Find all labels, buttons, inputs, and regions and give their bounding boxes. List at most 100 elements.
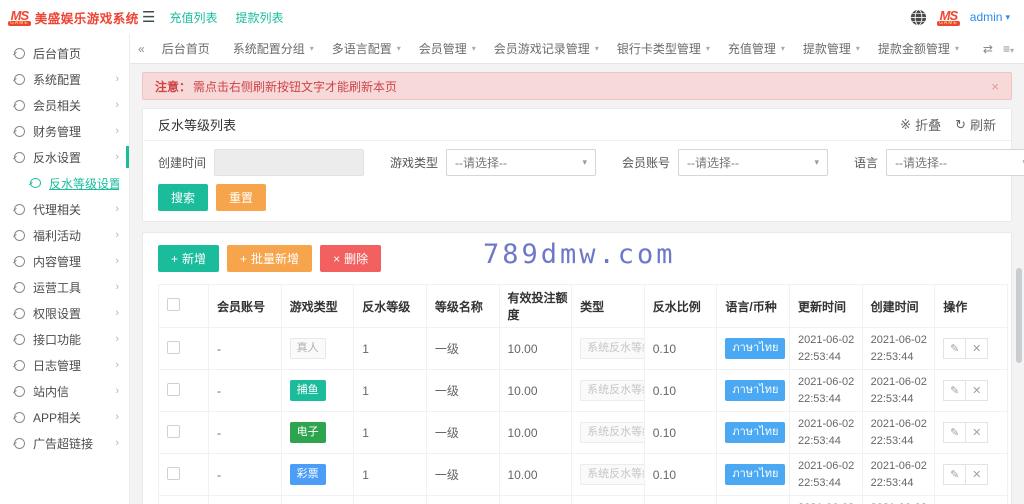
ms-logo-icon: MS GAME: [8, 7, 31, 26]
tab[interactable]: 多语言配置 ▾: [323, 34, 410, 64]
tab[interactable]: 会员管理 ▾: [410, 34, 485, 64]
tab[interactable]: 提款金额管理 ▾: [869, 34, 968, 64]
sidebar-item-label: 广告超链接: [33, 436, 94, 451]
game-type-badge: 彩票: [289, 464, 326, 485]
game-type-badge: 电子: [289, 422, 326, 443]
card-header: 反水等级列表 ※ 折叠 ↻ 刷新: [143, 109, 1011, 141]
member-select[interactable]: --请选择-- ▾: [678, 149, 829, 176]
tab[interactable]: 会员游戏记录管理 ▾: [485, 34, 608, 64]
globe-icon[interactable]: [910, 8, 927, 26]
cell-created: 2021-06-02 22:53:44: [861, 411, 936, 454]
language-select[interactable]: --请选择-- ▾: [886, 149, 1024, 176]
filter-card: 反水等级列表 ※ 折叠 ↻ 刷新 创建时间 游戏类型: [142, 108, 1024, 222]
search-button[interactable]: 搜索: [158, 184, 209, 211]
type-badge: 系统反水等级: [580, 422, 644, 443]
sidebar-item[interactable]: 站内信 ›: [0, 378, 129, 404]
row-delete-button[interactable]: ✕: [965, 464, 989, 485]
cell-level-name: 一级: [425, 327, 500, 370]
sidebar-item[interactable]: 福利活动 ›: [0, 222, 129, 248]
edit-button[interactable]: ✎: [943, 338, 967, 359]
sidebar-item[interactable]: 财务管理 ›: [0, 118, 129, 144]
row-delete-button[interactable]: ✕: [965, 338, 989, 359]
cell-level: 1: [353, 327, 427, 370]
sidebar-item[interactable]: 运营工具 ›: [0, 274, 129, 300]
sidebar-item[interactable]: 接口功能 ›: [0, 326, 129, 352]
circle-icon: [14, 203, 25, 215]
sidebar-item[interactable]: 反水等级设置: [0, 170, 129, 196]
language-badge: ภาษาไทย: [725, 422, 786, 443]
cell-level: 1: [353, 453, 427, 496]
chevron-right-icon: ›: [115, 385, 119, 397]
close-icon[interactable]: ×: [991, 78, 999, 94]
sidebar-item[interactable]: 代理相关 ›: [0, 196, 129, 222]
column-header: 游戏类型: [280, 284, 355, 328]
sidebar-item-label: 代理相关: [33, 202, 82, 217]
tab[interactable]: 系统配置分组 ▾: [224, 34, 323, 64]
tab-label: 提款金额管理: [877, 42, 950, 56]
row-delete-button[interactable]: ✕: [965, 380, 989, 401]
row-checkbox[interactable]: [167, 466, 180, 480]
filter-game-type: 游戏类型 --请选择-- ▾: [390, 149, 597, 176]
scrollbar-thumb[interactable]: [1016, 268, 1022, 363]
tab[interactable]: 银行卡类型管理 ▾: [608, 34, 719, 64]
tab[interactable]: 转账记录管理▾: [968, 34, 977, 64]
sidebar-item[interactable]: 后台首页: [0, 40, 129, 66]
row-checkbox[interactable]: [167, 340, 180, 354]
sidebar-item[interactable]: 权限设置 ›: [0, 300, 129, 326]
game-type-select[interactable]: --请选择-- ▾: [446, 149, 597, 176]
sidebar-item[interactable]: 系统配置 ›: [0, 66, 129, 92]
top-nav-link[interactable]: 充值列表: [169, 10, 218, 25]
tabs-scroll-left-icon[interactable]: «: [138, 41, 145, 56]
sidebar-item-label: 系统配置: [33, 72, 82, 87]
top-nav-link[interactable]: 提款列表: [235, 10, 284, 25]
sidebar-item[interactable]: 内容管理 ›: [0, 248, 129, 274]
column-header: 更新时间: [789, 284, 863, 328]
create-time-input[interactable]: [214, 149, 365, 176]
tab[interactable]: 后台首页: [153, 34, 224, 64]
tab[interactable]: 提款管理 ▾: [794, 34, 869, 64]
edit-button[interactable]: ✎: [943, 422, 967, 443]
row-checkbox[interactable]: [167, 424, 180, 438]
logo[interactable]: MS GAME 美盛娱乐游戏系统: [0, 0, 138, 34]
circle-icon: [14, 125, 25, 137]
batch-add-button[interactable]: + 批量新增: [227, 245, 313, 272]
close-icon: ×: [333, 251, 341, 266]
chevron-right-icon: ›: [115, 437, 119, 449]
refresh-button[interactable]: ↻ 刷新: [955, 116, 996, 134]
circle-icon: [14, 229, 25, 241]
edit-button[interactable]: ✎: [943, 464, 967, 485]
cell-account: -: [208, 411, 282, 454]
tabs-menu-icon[interactable]: ≡▾: [1002, 41, 1014, 56]
row-delete-button[interactable]: ✕: [965, 422, 989, 443]
edit-button[interactable]: ✎: [943, 380, 967, 401]
row-checkbox[interactable]: [167, 382, 180, 396]
admin-dropdown[interactable]: admin ▾: [970, 10, 1010, 24]
delete-button[interactable]: × 删除: [320, 245, 382, 272]
sidebar-item-label: 站内信: [33, 384, 70, 399]
sidebar-item[interactable]: 会员相关 ›: [0, 92, 129, 118]
collapse-button[interactable]: ※ 折叠: [900, 116, 942, 134]
cell-operations: ✎✕: [934, 327, 1008, 370]
type-badge: 系统反水等级: [580, 380, 644, 401]
sidebar-item[interactable]: 反水设置 ›: [0, 144, 129, 170]
game-type-badge: 真人: [289, 338, 326, 359]
collapse-icon: ※: [900, 116, 912, 132]
chevron-right-icon: ›: [115, 125, 119, 137]
select-all-checkbox[interactable]: [167, 298, 180, 311]
chevron-down-icon: ▾: [1023, 157, 1024, 168]
reset-button[interactable]: 重置: [216, 184, 267, 211]
sidebar-item[interactable]: 日志管理 ›: [0, 352, 129, 378]
tabs-expand-icon[interactable]: ⇄: [982, 41, 993, 56]
sidebar-item[interactable]: 广告超链接 ›: [0, 430, 129, 456]
hamburger-icon[interactable]: ☰: [142, 9, 156, 26]
column-header: 等级名称: [425, 284, 500, 328]
sidebar-item[interactable]: APP相关 ›: [0, 404, 129, 430]
chevron-right-icon: ›: [115, 73, 119, 85]
chevron-right-icon: ›: [115, 203, 119, 215]
chevron-down-icon: ▾: [582, 157, 588, 167]
cell-level: 1: [353, 369, 427, 412]
tab[interactable]: 充值管理 ▾: [719, 34, 794, 64]
tab-label: 充值管理: [727, 42, 776, 56]
admin-name: admin: [969, 10, 1003, 24]
add-button[interactable]: + 新增: [158, 245, 220, 272]
